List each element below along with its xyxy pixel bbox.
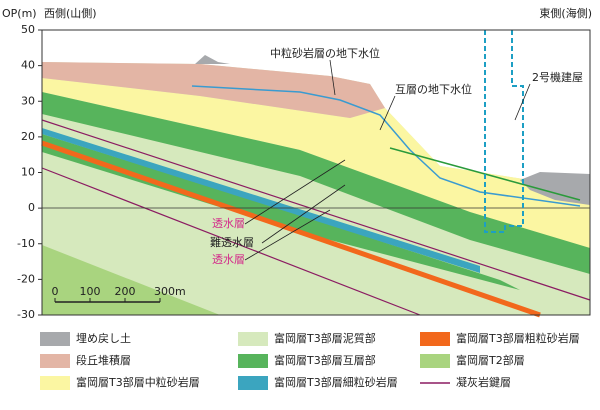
scale-label: 100	[80, 285, 101, 298]
y-tick-label: -10	[17, 237, 35, 250]
legend-swatch	[420, 332, 450, 346]
terrace	[42, 62, 385, 118]
legend-label: 段丘堆積層	[76, 353, 131, 367]
legend-label: 富岡層T3部層粗粒砂岩層	[456, 331, 580, 345]
cross-section	[41, 29, 591, 318]
y-tick-label: 20	[21, 130, 35, 143]
y-tick-label: 30	[21, 94, 35, 107]
alternation	[42, 92, 590, 274]
legend-label: 富岡層T3部層中粒砂岩層	[76, 375, 200, 389]
y-tick-label: 50	[21, 23, 35, 36]
y-tick-label: 0	[28, 201, 35, 214]
leaders	[244, 59, 531, 261]
fine-sand	[42, 128, 480, 273]
annotation: 透水層	[212, 217, 245, 230]
coarse-sand	[41, 140, 541, 318]
middle-sand	[42, 78, 590, 250]
scale-label: 300m	[154, 285, 186, 298]
legend-label: 富岡層T3部層細粒砂岩層	[274, 375, 398, 389]
legend-swatch	[40, 354, 70, 368]
legend-label: 富岡層T2部層	[456, 353, 525, 367]
scale-label: 0	[52, 285, 59, 298]
t2	[42, 245, 220, 315]
annotation: 透水層	[212, 253, 245, 266]
annotation: 2号機建屋	[532, 70, 583, 84]
water-level	[191, 85, 581, 207]
annotation: 難透水層	[210, 236, 254, 249]
fill-soil	[520, 172, 590, 205]
legend-label: 富岡層T3部層泥質部	[274, 331, 376, 345]
y-tick-label: 40	[21, 59, 35, 72]
annotation: 互層の地下水位	[395, 82, 472, 96]
tuff-key	[41, 167, 421, 316]
legend-swatch	[238, 354, 268, 368]
east-label: 東側(海側)	[539, 6, 592, 20]
building-outline	[484, 30, 524, 233]
annotation: 中粒砂岩層の地下水位	[270, 46, 380, 60]
legend-swatch	[238, 376, 268, 390]
scale-label: 200	[115, 285, 136, 298]
fill-soil	[195, 55, 230, 64]
y-tick-label: -30	[17, 308, 35, 321]
legend-label: 凝灰岩鍵層	[456, 375, 511, 389]
y-tick-label: 10	[21, 166, 35, 179]
y-tick-label: -20	[17, 272, 35, 285]
legend-label: 富岡層T3部層互層部	[274, 353, 376, 367]
legend-label: 埋め戻し土	[76, 332, 131, 345]
west-label: 西側(山側)	[44, 7, 97, 20]
legend-swatch	[238, 332, 268, 346]
axis-label: OP(m)	[2, 7, 37, 20]
legend-swatch	[40, 376, 70, 390]
alternation-lower	[42, 134, 520, 290]
legend-swatch	[40, 332, 70, 346]
legend-swatch	[420, 354, 450, 368]
tuff-key	[41, 119, 591, 301]
